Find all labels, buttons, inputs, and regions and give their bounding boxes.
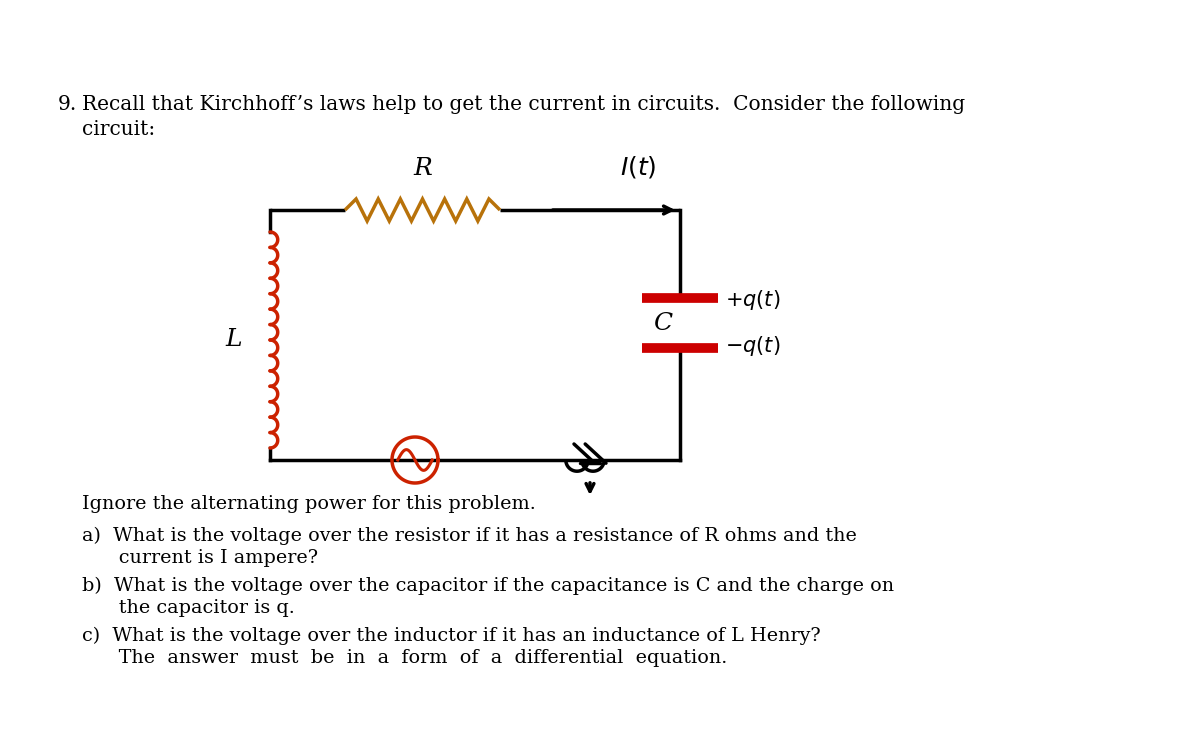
Text: the capacitor is q.: the capacitor is q. (82, 599, 295, 617)
Text: Recall that Kirchhoff’s laws help to get the current in circuits.  Consider the : Recall that Kirchhoff’s laws help to get… (82, 95, 965, 114)
Text: 9.: 9. (58, 95, 77, 114)
Text: $I(t)$: $I(t)$ (620, 154, 656, 180)
Text: a)  What is the voltage over the resistor if it has a resistance of R ohms and t: a) What is the voltage over the resistor… (82, 527, 857, 545)
Text: circuit:: circuit: (82, 120, 155, 139)
Text: $-q(t)$: $-q(t)$ (725, 334, 780, 358)
Text: The  answer  must  be  in  a  form  of  a  differential  equation.: The answer must be in a form of a differ… (82, 649, 727, 667)
Text: Ignore the alternating power for this problem.: Ignore the alternating power for this pr… (82, 495, 535, 513)
Text: current is I ampere?: current is I ampere? (82, 549, 318, 567)
Text: b)  What is the voltage over the capacitor if the capacitance is C and the charg: b) What is the voltage over the capacito… (82, 577, 894, 595)
Text: C: C (653, 312, 672, 334)
Text: L: L (226, 328, 242, 352)
Text: $+q(t)$: $+q(t)$ (725, 288, 780, 312)
Text: c)  What is the voltage over the inductor if it has an inductance of L Henry?: c) What is the voltage over the inductor… (82, 627, 821, 645)
Text: R: R (413, 157, 432, 180)
